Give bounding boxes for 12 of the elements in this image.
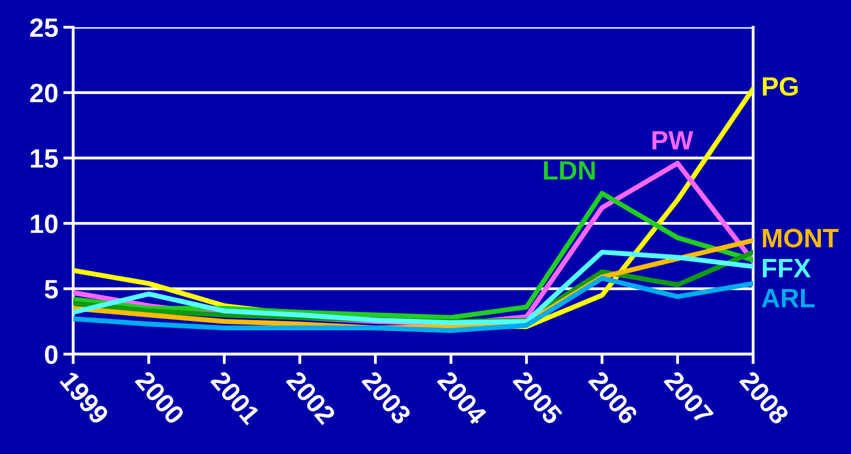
y-tick-label: 20 bbox=[30, 84, 58, 102]
series-label: PG bbox=[762, 77, 798, 96]
series-label: LDN bbox=[544, 161, 595, 180]
y-tick-label: 25 bbox=[30, 18, 58, 38]
series-label: FFX bbox=[762, 259, 811, 278]
y-tick-label: 5 bbox=[44, 280, 58, 299]
y-tick-label: 0 bbox=[44, 345, 58, 364]
series-label: PW bbox=[652, 131, 694, 150]
series-label: MONT bbox=[762, 228, 839, 248]
y-tick-label: 15 bbox=[30, 149, 58, 168]
y-tick-label: 10 bbox=[30, 214, 58, 234]
series-label: ARL bbox=[762, 289, 815, 308]
